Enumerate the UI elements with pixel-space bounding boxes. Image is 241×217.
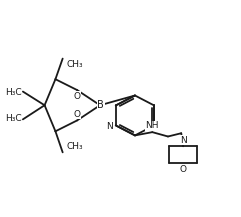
- Text: N: N: [106, 122, 113, 131]
- Text: N: N: [180, 136, 187, 145]
- Text: CH₃: CH₃: [67, 60, 84, 69]
- Text: B: B: [97, 100, 104, 110]
- Text: O: O: [74, 110, 81, 119]
- Text: O: O: [180, 165, 187, 174]
- Text: NH: NH: [146, 122, 159, 130]
- Text: H₃C: H₃C: [5, 114, 22, 123]
- Text: O: O: [74, 92, 81, 101]
- Text: CH₃: CH₃: [67, 142, 84, 151]
- Text: H₃C: H₃C: [5, 87, 22, 97]
